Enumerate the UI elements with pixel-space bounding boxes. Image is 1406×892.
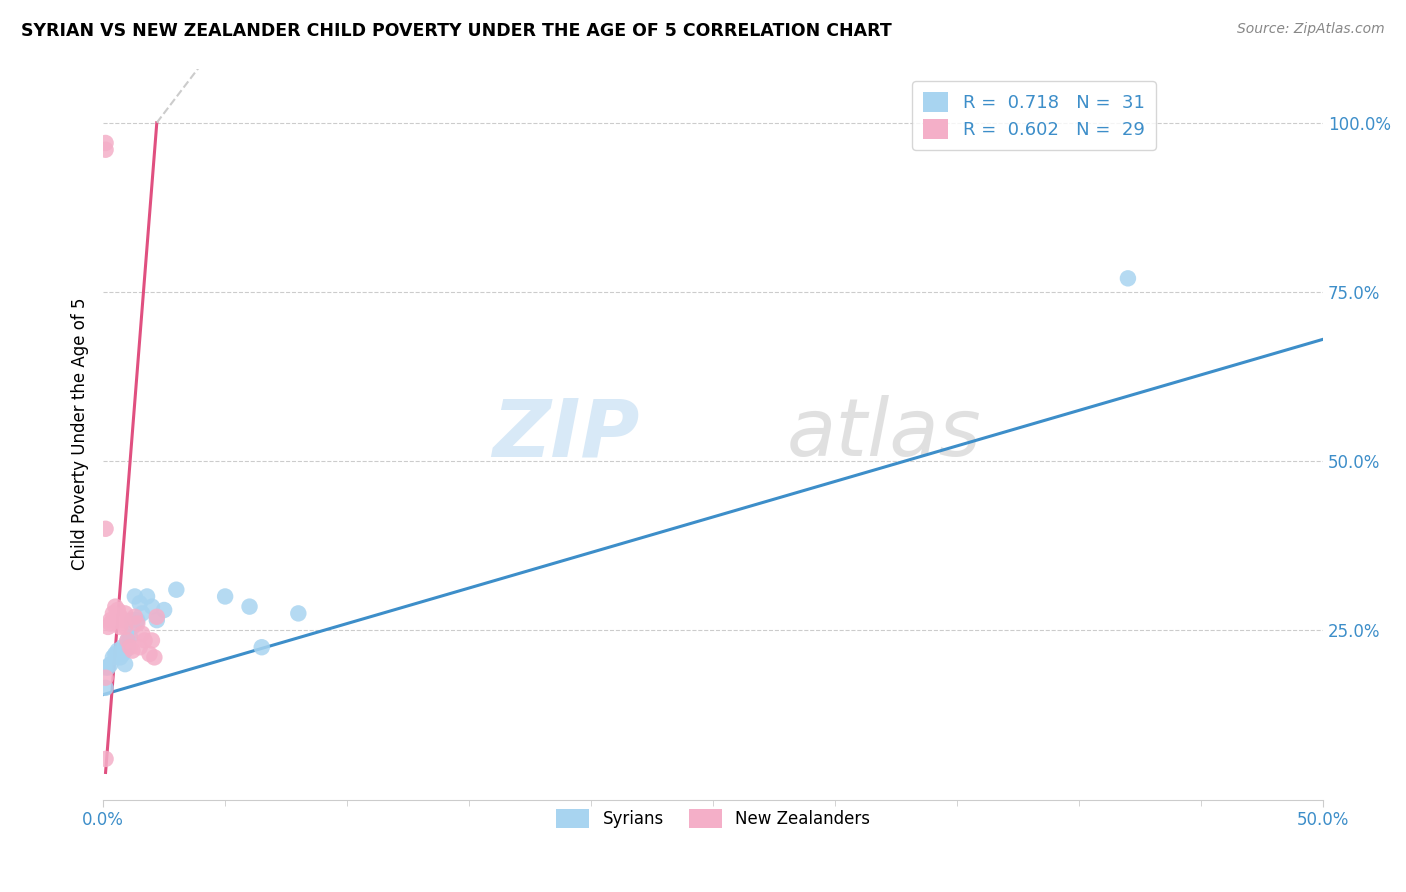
Point	[114, 607, 136, 621]
Point	[114, 620, 136, 634]
Point	[108, 650, 131, 665]
Point	[104, 647, 127, 661]
Point	[94, 136, 117, 150]
Text: SYRIAN VS NEW ZEALANDER CHILD POVERTY UNDER THE AGE OF 5 CORRELATION CHART: SYRIAN VS NEW ZEALANDER CHILD POVERTY UN…	[21, 22, 891, 40]
Point	[108, 620, 131, 634]
Point	[118, 640, 141, 655]
Point	[118, 630, 141, 644]
Point	[108, 609, 131, 624]
Point	[141, 633, 163, 648]
Point	[214, 590, 236, 604]
Text: Source: ZipAtlas.com: Source: ZipAtlas.com	[1237, 22, 1385, 37]
Point	[100, 616, 122, 631]
Text: ZIP: ZIP	[492, 395, 640, 473]
Point	[127, 613, 149, 627]
Point	[124, 609, 146, 624]
Y-axis label: Child Poverty Under the Age of 5: Child Poverty Under the Age of 5	[72, 298, 89, 570]
Point	[111, 613, 134, 627]
Point	[1116, 271, 1139, 285]
Point	[165, 582, 187, 597]
Point	[94, 143, 117, 157]
Point	[121, 613, 143, 627]
Point	[97, 620, 120, 634]
Point	[128, 640, 150, 655]
Point	[138, 647, 160, 661]
Point	[107, 613, 129, 627]
Point	[107, 603, 129, 617]
Point	[287, 607, 309, 621]
Point	[121, 620, 143, 634]
Point	[111, 640, 134, 655]
Point	[117, 633, 139, 648]
Point	[111, 647, 134, 661]
Point	[100, 657, 122, 672]
Point	[100, 613, 122, 627]
Point	[94, 681, 117, 695]
Point	[238, 599, 260, 614]
Point	[136, 590, 159, 604]
Point	[121, 643, 143, 657]
Point	[94, 671, 117, 685]
Point	[117, 640, 139, 655]
Text: atlas: atlas	[786, 395, 981, 473]
Point	[134, 633, 156, 648]
Point	[107, 643, 129, 657]
Point	[127, 616, 149, 631]
Point	[94, 660, 117, 674]
Point	[94, 522, 117, 536]
Point	[97, 660, 120, 674]
Point	[104, 599, 127, 614]
Point	[114, 657, 136, 672]
Legend: Syrians, New Zealanders: Syrians, New Zealanders	[550, 803, 877, 835]
Point	[131, 626, 153, 640]
Point	[141, 599, 163, 614]
Point	[114, 643, 136, 657]
Point	[153, 603, 176, 617]
Point	[146, 609, 169, 624]
Point	[131, 607, 153, 621]
Point	[146, 613, 169, 627]
Point	[101, 607, 124, 621]
Point	[124, 590, 146, 604]
Point	[250, 640, 273, 655]
Point	[101, 650, 124, 665]
Point	[117, 633, 139, 648]
Point	[94, 752, 117, 766]
Point	[143, 650, 166, 665]
Point	[128, 596, 150, 610]
